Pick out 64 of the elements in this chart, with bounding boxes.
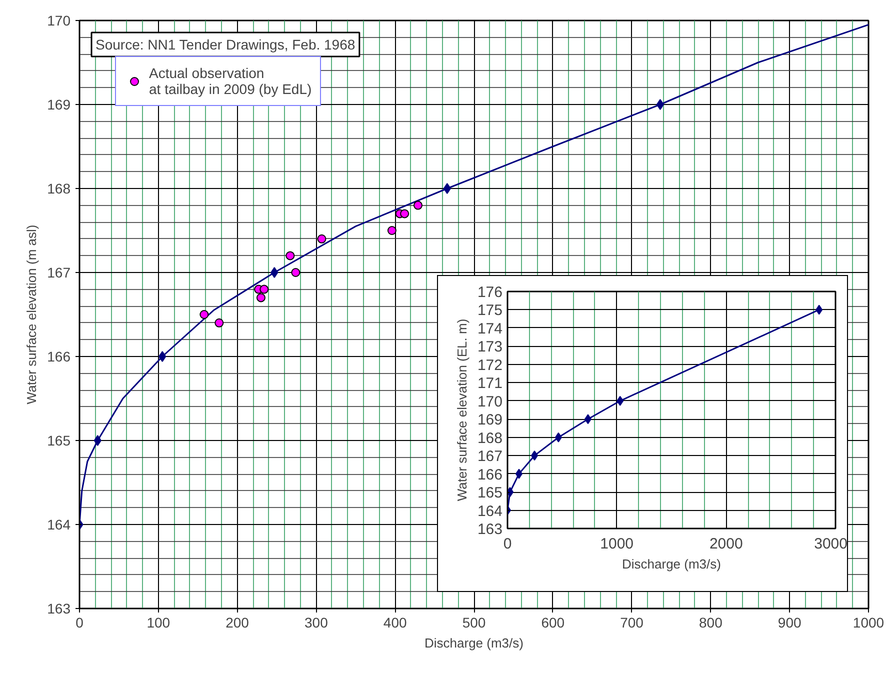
y-tick-label: 166	[477, 466, 503, 484]
point	[256, 293, 266, 302]
y-tick-label: 170	[47, 12, 71, 28]
point	[286, 251, 295, 260]
point	[816, 304, 823, 315]
point	[387, 226, 396, 235]
point	[317, 234, 326, 244]
legend-label: Actual observation at tailbay in 2009 (by EdL)	[149, 65, 312, 97]
point	[616, 396, 624, 406]
point	[214, 318, 224, 328]
x-tick-label: 200	[226, 614, 250, 630]
x-tick-label: 0	[76, 614, 84, 630]
x-tick-label: 400	[383, 614, 407, 630]
point	[291, 268, 300, 277]
x-tick-label: 3000	[814, 536, 848, 552]
x-tick-label: 900	[778, 614, 802, 630]
x-tick-label: 1000	[600, 536, 634, 552]
point	[515, 468, 522, 479]
point	[554, 432, 562, 442]
y-tick-label: 163	[47, 600, 71, 616]
point	[656, 99, 664, 110]
y-tick-label: 172	[477, 356, 503, 374]
x-tick-label: 2000	[709, 536, 743, 552]
y-tick-label: 166	[47, 348, 71, 364]
y-tick-label: 170	[477, 393, 503, 410]
y-tick-label: 175	[477, 302, 503, 320]
x-tick-label: 500	[462, 614, 486, 630]
y-tick-label: 165	[47, 432, 71, 448]
x-tick-label: 100	[146, 614, 170, 630]
point	[158, 351, 166, 362]
x-tick-label: 0	[503, 536, 512, 552]
x-tick-label: 600	[541, 614, 565, 630]
x-tick-label: 1000	[852, 614, 884, 630]
point	[584, 414, 592, 424]
point	[270, 267, 278, 278]
point	[443, 183, 452, 194]
y-tick-label: 176	[477, 284, 503, 301]
y-tick-label: 167	[47, 264, 71, 280]
y-tick-label: 164	[47, 516, 71, 532]
x-tick-label: 700	[620, 614, 644, 630]
y-tick-label: 163	[477, 521, 503, 538]
y-tick-label: 169	[47, 96, 71, 112]
y-tick-label: 164	[477, 502, 503, 520]
y-tick-label: 174	[477, 320, 503, 338]
point	[531, 450, 538, 461]
y-tick-label: 168	[47, 180, 71, 196]
y-tick-label: 167	[477, 448, 503, 466]
point	[400, 209, 410, 218]
y-tick-label: 165	[477, 484, 503, 502]
point	[200, 310, 209, 319]
x-axis-title: Discharge (m3/s)	[622, 556, 721, 572]
y-tick-label: 173	[477, 338, 503, 356]
x-tick-label: 800	[699, 614, 723, 630]
point	[260, 284, 269, 294]
point	[94, 435, 102, 446]
y-axis-title: Water surface elevation (m asl)	[24, 224, 40, 404]
x-tick-label: 300	[304, 614, 328, 630]
y-tick-label: 171	[477, 375, 503, 392]
x-axis-title: Discharge (m3/s)	[424, 636, 524, 650]
y-tick-label: 169	[477, 412, 503, 429]
y-axis-title: Water surface elevation (EL. m)	[454, 318, 470, 502]
y-tick-label: 168	[477, 430, 503, 447]
point	[413, 200, 422, 210]
annotation: Source: NN1 Tender Drawings, Feb. 1968	[96, 36, 356, 52]
